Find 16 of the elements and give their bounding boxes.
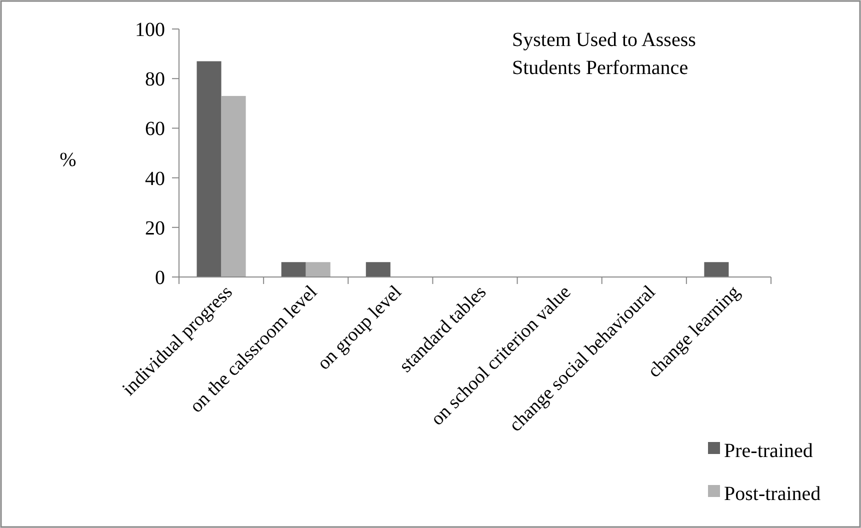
y-tick-label: 60 — [145, 118, 165, 140]
text: System Used to Assess Students Performance — [512, 29, 696, 79]
y-tick-label: 40 — [145, 168, 165, 190]
y-tick-label: 20 — [145, 217, 165, 240]
y-tick-label: 100 — [135, 19, 165, 41]
y-tick-label: 0 — [155, 267, 165, 289]
bar — [366, 262, 390, 277]
legend-label: Post-trained — [724, 483, 821, 505]
bar — [281, 262, 306, 277]
bar — [306, 262, 330, 277]
legend-label: Pre-trained — [724, 440, 813, 462]
bar — [196, 61, 222, 277]
bar — [221, 96, 246, 277]
y-axis-title: % — [60, 149, 76, 171]
y-tick-label: 80 — [145, 68, 165, 91]
bar — [704, 262, 729, 277]
